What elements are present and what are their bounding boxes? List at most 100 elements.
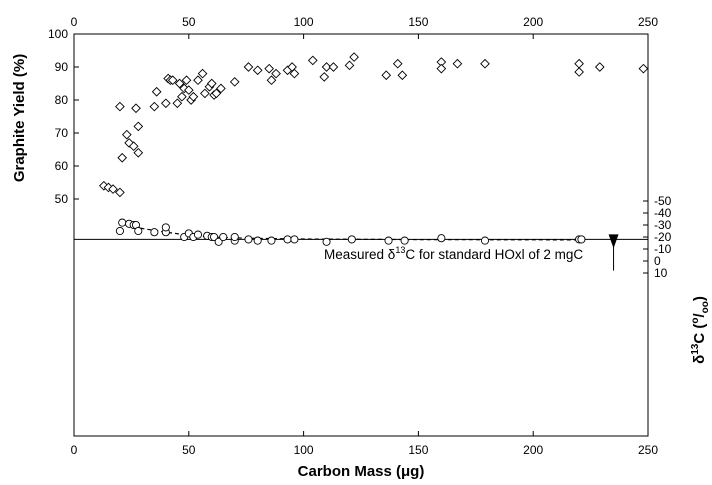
top-x-tick-label: 200 (523, 15, 543, 29)
annotation-text: Measured δ13C for standard HOxl of 2 mgC (324, 245, 583, 262)
left-y-tick-label: 60 (55, 159, 69, 173)
yield-point (328, 62, 339, 72)
delta13c-point (253, 236, 262, 245)
delta13c-point (244, 235, 253, 244)
yield-point (174, 78, 185, 89)
delta13c-point (577, 235, 586, 244)
delta13c-point (219, 232, 228, 242)
yield-point (307, 55, 318, 66)
top-x-axis: 0 50 100 150 200 250 (71, 15, 658, 39)
yield-point (193, 75, 203, 86)
annotation-arrow (608, 234, 619, 271)
yield-point (349, 52, 359, 62)
delta13c-point (290, 235, 299, 244)
top-x-tick-label: 50 (182, 15, 196, 29)
yield-point (266, 75, 277, 86)
yield-point (392, 58, 403, 69)
right-y-tick-label: -20 (654, 230, 672, 244)
yield-point (452, 58, 463, 69)
delta13c-point (115, 226, 124, 236)
left-y-tick-label: 90 (55, 60, 69, 74)
yield-point (211, 88, 222, 99)
yield-point (321, 62, 332, 72)
yield-point (216, 83, 226, 94)
yield-point (181, 75, 192, 86)
x-tick-label: 250 (638, 443, 658, 457)
delta13c-point (283, 235, 292, 244)
right-y-tick-label: -50 (654, 194, 672, 208)
delta13c-point (134, 226, 143, 236)
yield-point (574, 58, 584, 69)
delta-13c-series (115, 218, 586, 246)
right-y-axis: 100-10-20-30-40-50 (643, 194, 672, 280)
left-y-axis-title: Graphite Yield (%) (11, 54, 28, 182)
right-y-tick-label: -30 (654, 218, 672, 232)
right-y-tick-label: 0 (654, 254, 661, 268)
delta13c-point (347, 235, 356, 244)
yield-point (229, 77, 240, 87)
yield-point (271, 68, 281, 79)
x-tick-label: 100 (294, 443, 314, 457)
yield-point (197, 68, 208, 79)
yield-point (397, 70, 408, 81)
left-y-tick-label: 100 (48, 27, 68, 41)
left-y-tick-label: 80 (55, 93, 69, 107)
yield-point (117, 152, 128, 163)
yield-point (115, 101, 125, 112)
top-x-tick-label: 150 (408, 15, 428, 29)
yield-point (172, 98, 183, 109)
x-tick-label: 50 (182, 443, 196, 457)
top-x-tick-label: 100 (294, 15, 314, 29)
delta13c-point (480, 236, 490, 245)
yield-point (200, 88, 210, 99)
delta13c-point (161, 223, 170, 232)
delta13c-point (322, 237, 331, 246)
yield-point (264, 63, 274, 74)
delta13c-point (267, 236, 276, 245)
yield-point (252, 65, 263, 76)
yield-point (108, 184, 118, 194)
yield-point (133, 147, 144, 158)
yield-point (594, 62, 605, 72)
left-y-axis: 50 60 70 80 90 100 (48, 27, 79, 206)
yield-point (381, 70, 392, 81)
top-x-tick-label: 0 (71, 15, 78, 29)
right-y-tick-label: 10 (654, 266, 668, 280)
yield-point (188, 91, 199, 102)
yield-point (121, 129, 132, 140)
delta13c-point (210, 232, 219, 242)
delta13c-point (230, 232, 239, 242)
yield-point (115, 187, 125, 198)
arrow-head (608, 234, 619, 249)
right-y-axis-title: δ13C (o/oo) (690, 296, 711, 364)
yield-point (133, 121, 144, 132)
yield-point (131, 103, 141, 114)
yield-point (344, 60, 355, 71)
yield-point (183, 85, 194, 95)
delta13c-point (118, 218, 127, 227)
graphite-yield-series (99, 52, 649, 198)
x-axis-title: Carbon Mass (μg) (298, 463, 425, 480)
left-y-tick-label: 50 (55, 192, 69, 206)
delta13c-point (193, 230, 203, 239)
yield-point (206, 78, 217, 89)
bottom-x-axis: 0 50 100 150 200 250 (71, 431, 658, 457)
x-tick-label: 0 (71, 443, 78, 457)
left-y-tick-label: 70 (55, 126, 69, 140)
yield-point (177, 91, 187, 102)
yield-point (179, 83, 190, 94)
plot-frame (73, 33, 649, 437)
yield-point (243, 62, 254, 72)
yield-point (151, 86, 162, 97)
x-tick-label: 200 (523, 443, 543, 457)
delta13c-point (150, 228, 159, 237)
yield-point (480, 58, 490, 69)
right-y-tick-label: -40 (654, 206, 672, 220)
x-tick-label: 150 (408, 443, 428, 457)
right-y-tick-label: -10 (654, 242, 672, 256)
yield-point (167, 75, 178, 86)
yield-point (638, 63, 649, 74)
delta13c-point (400, 236, 409, 245)
